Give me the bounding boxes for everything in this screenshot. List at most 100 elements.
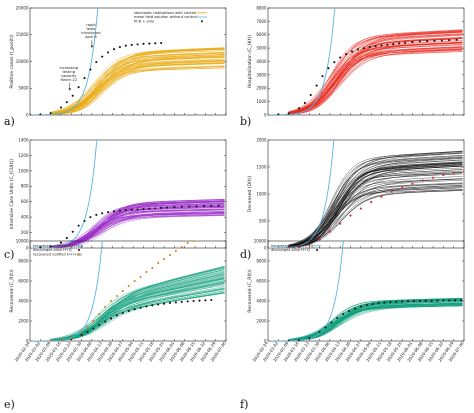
data-point xyxy=(380,195,383,198)
stochastic-realization xyxy=(288,305,463,341)
stochastic-realization xyxy=(50,59,225,114)
legend-entry: recovered notified H+I+L,s xyxy=(33,252,82,256)
y-tick-label: 10000 xyxy=(16,59,29,64)
data-point xyxy=(308,336,311,340)
y-axis-label: Positive cases (I_pos(t)) xyxy=(9,34,15,89)
data-point xyxy=(440,39,443,42)
stochastic-realization xyxy=(50,47,225,115)
y-tick-label: 1000 xyxy=(18,168,29,173)
mean-field-line xyxy=(30,241,103,341)
data-point xyxy=(148,207,151,210)
data-point xyxy=(297,107,301,110)
plot-area xyxy=(268,8,463,115)
data-point xyxy=(77,224,80,227)
stochastic-realization xyxy=(288,155,463,247)
stochastic-realization xyxy=(288,190,463,248)
y-tick-label: 6000 xyxy=(256,32,267,37)
data-point xyxy=(80,330,83,334)
data-point xyxy=(157,303,160,306)
stochastic-realization xyxy=(50,209,225,247)
data-point xyxy=(389,301,392,304)
data-point xyxy=(92,327,95,330)
y-tick-label: 3000 xyxy=(256,72,267,77)
plot-area xyxy=(268,241,463,341)
y-tick-label: 8000 xyxy=(256,5,267,10)
stochastic-realization xyxy=(288,186,463,247)
panel-c: 0 200 400 600 800 1000 1200 1400 Intensive Care … xyxy=(9,137,227,250)
data-point xyxy=(39,113,42,115)
plot-area xyxy=(30,241,225,341)
data-point xyxy=(287,339,290,341)
y-tick-label: 1200 xyxy=(18,153,29,158)
y-tick-label: 0 xyxy=(264,338,267,343)
y-tick-label: 1000 xyxy=(256,191,267,196)
y-tick-label: 6000 xyxy=(18,278,29,283)
stochastic-realization xyxy=(50,270,225,341)
data-point xyxy=(455,38,458,41)
data-point xyxy=(204,299,207,302)
plot-area xyxy=(30,8,225,115)
data-point xyxy=(174,301,177,304)
data-point xyxy=(452,171,455,174)
data-point xyxy=(107,51,110,54)
data-point xyxy=(59,241,62,244)
data-point xyxy=(83,219,86,223)
data-point xyxy=(71,230,74,233)
data-point xyxy=(330,321,333,324)
data-point xyxy=(86,330,89,334)
data-point xyxy=(163,302,166,305)
data-point xyxy=(328,230,331,233)
stochastic-realization xyxy=(50,276,225,341)
stochastic-realization xyxy=(288,157,463,246)
stochastic-realization xyxy=(288,162,463,248)
stochastic-realization xyxy=(288,44,463,114)
data-point xyxy=(124,209,127,212)
data-point xyxy=(104,320,107,323)
y-tick-label: 6000 xyxy=(256,278,267,283)
data-point xyxy=(145,305,148,308)
stochastic-realization xyxy=(50,282,225,341)
data-point xyxy=(180,205,183,208)
panel-label: e) xyxy=(4,398,15,411)
stochastic-realization xyxy=(288,34,463,114)
annotation-text: increasing xyxy=(60,66,79,70)
data-point xyxy=(49,112,52,115)
annotation-text: March 22 xyxy=(60,78,77,82)
data-point xyxy=(442,299,445,302)
data-point xyxy=(210,298,213,302)
stochastic-realization xyxy=(50,53,225,115)
data-point xyxy=(89,68,92,71)
y-tick-label: 1000 xyxy=(256,99,267,104)
data-point xyxy=(371,302,374,306)
plot-frame xyxy=(29,240,227,342)
data-point xyxy=(121,311,124,315)
legend-entry: discharges alive H+Q xyxy=(33,248,72,252)
data-point xyxy=(65,236,68,240)
data-point xyxy=(127,309,130,313)
stochastic-realization xyxy=(50,266,225,341)
legend: stochastic realizations with controlmean… xyxy=(134,11,207,23)
data-point xyxy=(362,47,365,50)
data-point xyxy=(136,208,139,211)
data-point xyxy=(318,330,321,334)
stochastic-realization xyxy=(50,276,225,341)
data-point xyxy=(154,207,157,210)
y-tick-label: 8000 xyxy=(18,258,29,263)
y-tick-label: 2000 xyxy=(18,318,29,323)
data-point xyxy=(395,300,398,303)
stochastic-realization xyxy=(50,48,225,113)
stochastic-realization xyxy=(288,186,463,247)
data-point xyxy=(130,208,133,211)
stochastic-realization xyxy=(288,298,463,341)
data-point xyxy=(192,299,195,303)
data-point xyxy=(359,207,362,210)
data-point xyxy=(188,205,191,208)
data-point xyxy=(404,41,407,44)
data-point xyxy=(359,305,362,308)
data-point xyxy=(133,308,136,311)
stochastic-realization xyxy=(50,57,225,114)
data-point xyxy=(65,101,68,104)
stochastic-realization xyxy=(288,46,463,114)
y-axis-label: Intensive Care Units (C_ICU(t)) xyxy=(9,159,15,229)
